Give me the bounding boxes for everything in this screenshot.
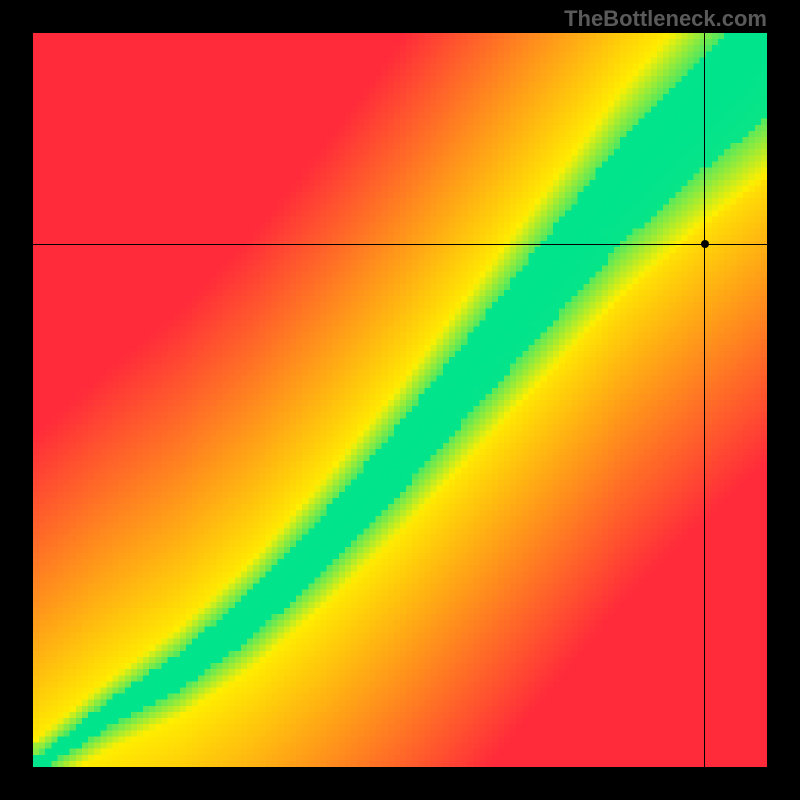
watermark-text: TheBottleneck.com [564, 6, 767, 32]
marker-dot [701, 240, 709, 248]
crosshair-vertical [704, 33, 705, 767]
crosshair-horizontal [33, 244, 767, 245]
chart-container: TheBottleneck.com [0, 0, 800, 800]
bottleneck-heatmap [33, 33, 767, 767]
